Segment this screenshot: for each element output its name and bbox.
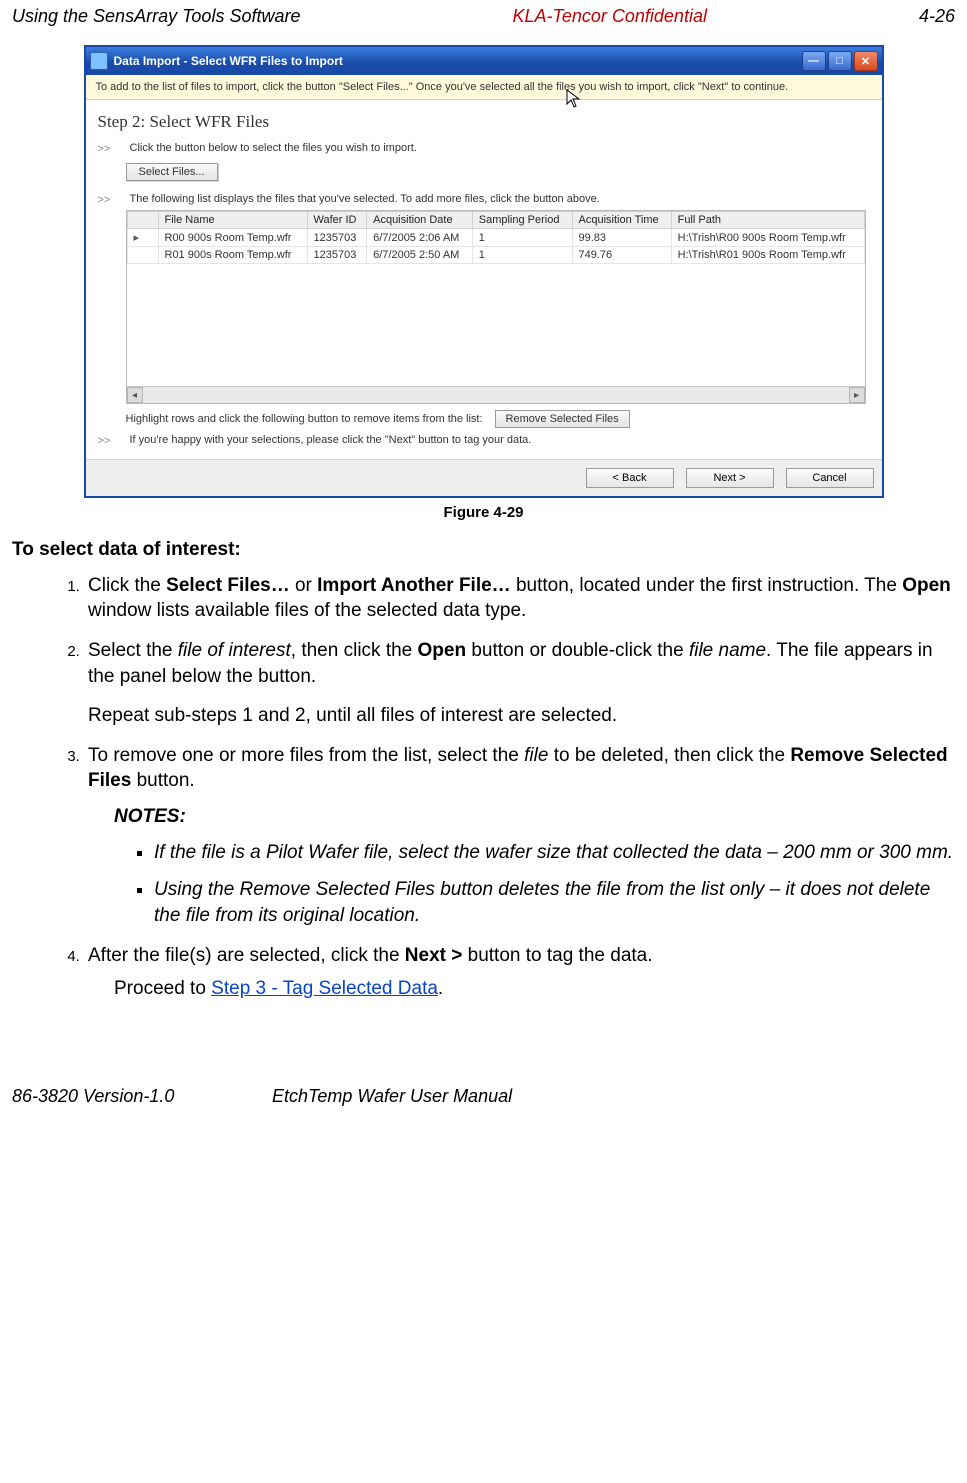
t: button or double-click the <box>466 640 689 661</box>
close-button[interactable]: ✕ <box>854 51 878 71</box>
t: Repeat sub-steps 1 and 2, until all file… <box>88 705 617 726</box>
step3-link[interactable]: Step 3 - Tag Selected Data <box>211 978 438 999</box>
grid-row[interactable]: ▸ R00 900s Room Temp.wfr 1235703 6/7/200… <box>127 229 864 247</box>
app-icon <box>90 52 108 70</box>
footer-manual: EtchTemp Wafer User Manual <box>272 1086 512 1107</box>
t: Open <box>418 640 467 661</box>
remove-label: Highlight rows and click the following b… <box>126 413 483 425</box>
header-left: Using the SensArray Tools Software <box>12 6 300 27</box>
t: Select the <box>88 640 178 661</box>
col-selector[interactable] <box>127 212 158 229</box>
instruction-2: The following list displays the files th… <box>130 193 866 206</box>
titlebar[interactable]: Data Import - Select WFR Files to Import… <box>86 47 882 75</box>
info-text: To add to the list of files to import, c… <box>96 81 789 93</box>
next-button[interactable]: Next > <box>686 468 774 488</box>
lead-text: To select data of interest: <box>12 537 955 563</box>
grid-header-row: File Name Wafer ID Acquisition Date Samp… <box>127 212 864 229</box>
chevron-icon: >> <box>94 434 130 447</box>
col-filename[interactable]: File Name <box>158 212 307 229</box>
t: , then click the <box>291 640 418 661</box>
t: button to tag the data. <box>462 945 652 966</box>
maximize-button[interactable]: □ <box>828 51 852 71</box>
header-center: KLA-Tencor Confidential <box>513 6 707 27</box>
t: . <box>438 978 443 999</box>
chevron-icon: >> <box>94 142 130 155</box>
col-waferid[interactable]: Wafer ID <box>307 212 367 229</box>
t: file <box>524 745 548 766</box>
scroll-left-icon[interactable]: ◂ <box>127 387 143 403</box>
cell: 1235703 <box>307 229 367 247</box>
header-right: 4-26 <box>919 6 955 27</box>
cell: 6/7/2005 2:06 AM <box>367 229 473 247</box>
cell: 1 <box>472 229 572 247</box>
horizontal-scrollbar[interactable]: ◂ ▸ <box>127 386 865 403</box>
cell: R01 900s Room Temp.wfr <box>158 247 307 264</box>
doc-header: Using the SensArray Tools Software KLA-T… <box>12 0 955 45</box>
t: After the file(s) are selected, click th… <box>88 945 405 966</box>
step-2: Select the file of interest, then click … <box>84 638 955 729</box>
t: Click the <box>88 575 166 596</box>
col-acqtime[interactable]: Acquisition Time <box>572 212 671 229</box>
row-pointer-icon: ▸ <box>127 229 158 247</box>
cell: 1235703 <box>307 247 367 264</box>
minimize-button[interactable]: — <box>802 51 826 71</box>
t: Select Files… <box>166 575 290 596</box>
back-button[interactable]: < Back <box>586 468 674 488</box>
file-grid[interactable]: File Name Wafer ID Acquisition Date Samp… <box>126 210 866 404</box>
scroll-right-icon[interactable]: ▸ <box>849 387 865 403</box>
window-title: Data Import - Select WFR Files to Import <box>114 54 802 68</box>
t: button, located under the first instruct… <box>511 575 903 596</box>
cell: R00 900s Room Temp.wfr <box>158 229 307 247</box>
instruction-3: If you're happy with your selections, pl… <box>130 434 866 447</box>
step-heading: Step 2: Select WFR Files <box>98 112 866 132</box>
remove-selected-button[interactable]: Remove Selected Files <box>495 410 630 428</box>
t: To remove one or more files from the lis… <box>88 745 524 766</box>
cell: 99.83 <box>572 229 671 247</box>
cell: 6/7/2005 2:50 AM <box>367 247 473 264</box>
cell: H:\Trish\R01 900s Room Temp.wfr <box>671 247 864 264</box>
cursor-icon <box>566 89 582 109</box>
col-sampling[interactable]: Sampling Period <box>472 212 572 229</box>
note-1: If the file is a Pilot Wafer file, selec… <box>154 840 955 866</box>
t: or <box>290 575 317 596</box>
t: file of interest <box>178 640 291 661</box>
note-2: Using the Remove Selected Files button d… <box>154 877 955 928</box>
data-import-dialog: Data Import - Select WFR Files to Import… <box>84 45 884 498</box>
t: file name <box>689 640 766 661</box>
step-1: Click the Select Files… or Import Anothe… <box>84 573 955 624</box>
grid-row[interactable]: R01 900s Room Temp.wfr 1235703 6/7/2005 … <box>127 247 864 264</box>
notes-heading: NOTES: <box>114 804 955 830</box>
chevron-icon: >> <box>94 193 130 206</box>
t: Import Another File… <box>317 575 511 596</box>
t: window lists available files of the sele… <box>88 600 526 621</box>
t: Open <box>902 575 951 596</box>
instruction-1: Click the button below to select the fil… <box>130 142 866 155</box>
col-acqdate[interactable]: Acquisition Date <box>367 212 473 229</box>
t: Proceed to <box>114 978 211 999</box>
row-pointer-icon <box>127 247 158 264</box>
cell: 749.76 <box>572 247 671 264</box>
cell: 1 <box>472 247 572 264</box>
t: button. <box>131 770 194 791</box>
cell: H:\Trish\R00 900s Room Temp.wfr <box>671 229 864 247</box>
step-3: To remove one or more files from the lis… <box>84 743 955 929</box>
select-files-button[interactable]: Select Files... <box>126 163 218 181</box>
t: Next > <box>405 945 463 966</box>
cancel-button[interactable]: Cancel <box>786 468 874 488</box>
step-4: After the file(s) are selected, click th… <box>84 943 955 1002</box>
doc-footer: 86-3820 Version-1.0 EtchTemp Wafer User … <box>12 1016 955 1107</box>
info-bar: To add to the list of files to import, c… <box>86 75 882 100</box>
footer-version: 86-3820 Version-1.0 <box>12 1086 272 1107</box>
dialog-footer: < Back Next > Cancel <box>86 459 882 496</box>
figure-caption: Figure 4-29 <box>12 504 955 521</box>
t: to be deleted, then click the <box>548 745 790 766</box>
col-fullpath[interactable]: Full Path <box>671 212 864 229</box>
